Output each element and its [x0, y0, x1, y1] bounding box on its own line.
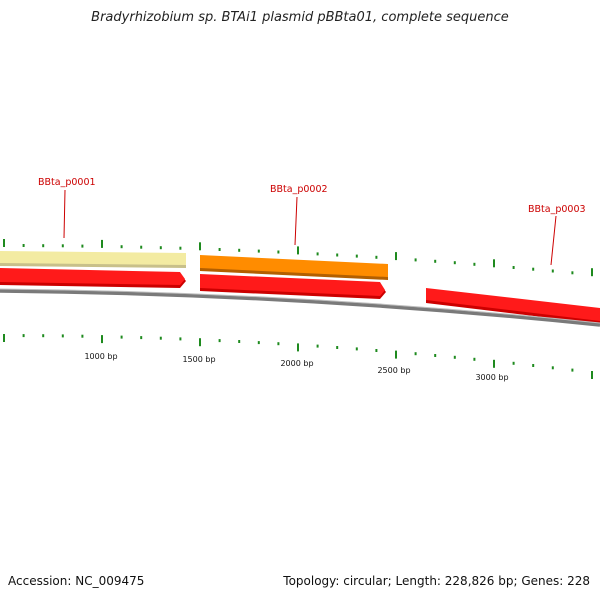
- callout-line-BBta_p0002: [294, 196, 298, 246]
- sequence-summary: Topology: circular; Length: 228,826 bp; …: [283, 574, 590, 588]
- gene-label-BBta_p0001: BBta_p0001: [38, 177, 96, 188]
- gene-BBta_p0003[interactable]: [426, 288, 600, 324]
- scale-label-1500: 1500 bp: [182, 355, 215, 364]
- scale-label-3000: 3000 bp: [475, 373, 508, 382]
- scale-label-2500: 2500 bp: [377, 366, 410, 375]
- upper-tick-row: [3, 239, 593, 277]
- gene-label-BBta_p0003: BBta_p0003: [528, 204, 586, 215]
- callout-line-BBta_p0003: [550, 215, 557, 266]
- plasmid-backbone: [0, 289, 600, 327]
- gene-reverse-1[interactable]: [0, 268, 186, 288]
- gene-label-BBta_p0002: BBta_p0002: [270, 184, 328, 195]
- accession-label: Accession: NC_009475: [8, 574, 145, 588]
- lower-tick-row: [3, 334, 593, 379]
- gene-reverse-2[interactable]: [200, 274, 386, 299]
- scale-label-1000: 1000 bp: [84, 352, 117, 361]
- gene-BBta_p0001[interactable]: [0, 251, 186, 268]
- scale-label-2000: 2000 bp: [280, 359, 313, 368]
- map-title: Bradyrhizobium sp. BTAi1 plasmid pBBta01…: [91, 10, 509, 25]
- callout-line-BBta_p0001: [63, 189, 66, 239]
- gene-BBta_p0002[interactable]: [200, 255, 388, 280]
